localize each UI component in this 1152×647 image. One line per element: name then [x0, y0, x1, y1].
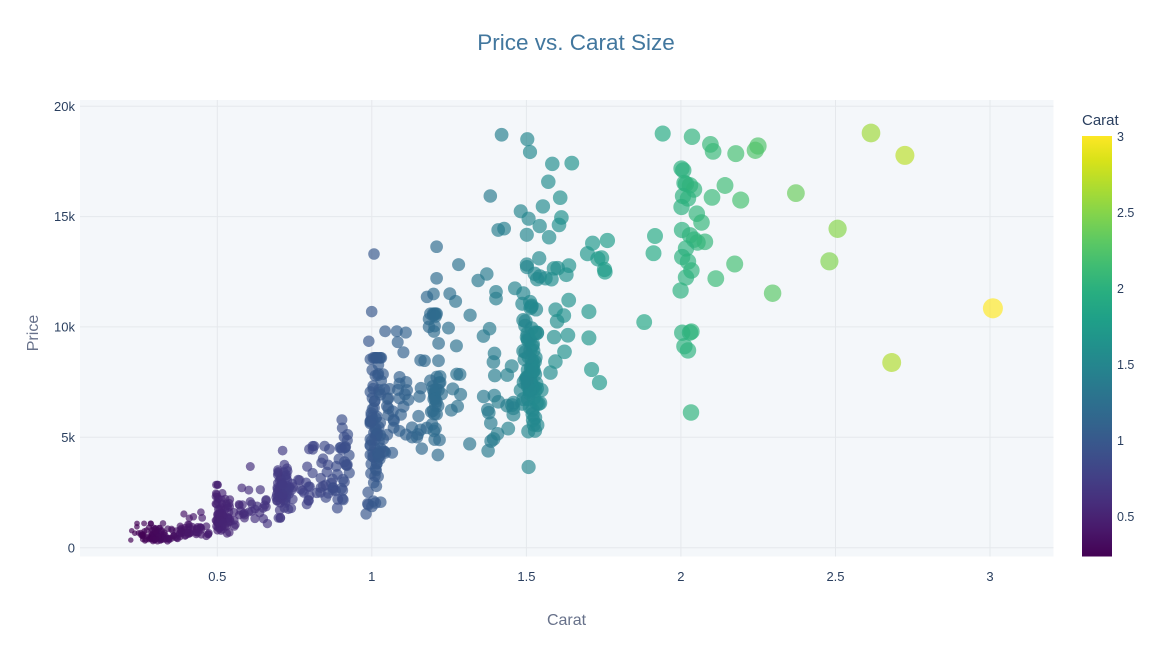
svg-text:1: 1 — [1117, 434, 1124, 448]
svg-text:0: 0 — [68, 540, 75, 555]
svg-text:3: 3 — [1117, 130, 1124, 144]
svg-text:1: 1 — [368, 569, 375, 584]
svg-text:5k: 5k — [61, 430, 75, 445]
svg-text:Price vs. Carat Size: Price vs. Carat Size — [477, 30, 675, 55]
svg-text:2.5: 2.5 — [826, 569, 844, 584]
svg-text:Carat: Carat — [547, 612, 587, 629]
svg-text:0.5: 0.5 — [1117, 510, 1134, 524]
svg-text:Carat: Carat — [1082, 112, 1120, 129]
svg-text:15k: 15k — [54, 209, 75, 224]
svg-text:1.5: 1.5 — [517, 569, 535, 584]
svg-text:3: 3 — [986, 569, 993, 584]
svg-text:0.5: 0.5 — [208, 569, 226, 584]
svg-text:2.5: 2.5 — [1117, 206, 1134, 220]
svg-text:1.5: 1.5 — [1117, 358, 1134, 372]
svg-text:20k: 20k — [54, 99, 75, 114]
svg-text:Price: Price — [25, 315, 42, 352]
svg-text:10k: 10k — [54, 320, 75, 335]
svg-text:2: 2 — [1117, 282, 1124, 296]
svg-text:2: 2 — [677, 569, 684, 584]
